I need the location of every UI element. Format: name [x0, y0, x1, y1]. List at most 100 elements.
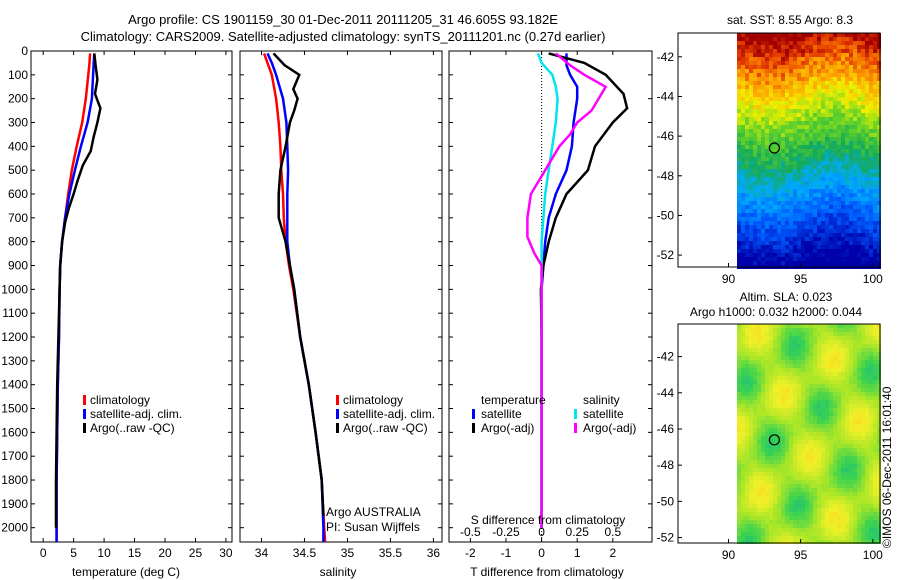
map-cell [801, 169, 805, 173]
map-cell [829, 225, 833, 229]
map-cell [825, 241, 829, 245]
map-cell [849, 117, 853, 121]
diff-legend-label-4: Argo(-adj) [583, 421, 636, 435]
map-cell [737, 253, 741, 257]
map-cell [777, 476, 781, 480]
map-cell [785, 41, 789, 45]
map-cell [757, 57, 761, 61]
map-cell [745, 113, 749, 117]
y-tick-label: 1000 [1, 282, 28, 296]
map-cell [849, 432, 853, 436]
map-cell [757, 448, 761, 452]
map-cell [785, 368, 789, 372]
map-cell [877, 125, 881, 129]
map-cell [817, 81, 821, 85]
map-cell [841, 137, 845, 141]
map-cell [749, 133, 753, 137]
map-cell [781, 440, 785, 444]
map-cell [805, 233, 809, 237]
map-cell [785, 484, 789, 488]
map-cell [745, 89, 749, 93]
map-cell [741, 428, 745, 432]
map-cell [809, 125, 813, 129]
map-cell [809, 536, 813, 540]
map-cell [769, 420, 773, 424]
map-cell [765, 241, 769, 245]
map-cell [741, 201, 745, 205]
map-cell [865, 57, 869, 61]
map-cell [777, 225, 781, 229]
map-cell [749, 364, 753, 368]
map-cell [805, 181, 809, 185]
map-cell [757, 137, 761, 141]
map-cell [773, 536, 777, 540]
map-cell [789, 181, 793, 185]
map-cell [841, 241, 845, 245]
map-cell [749, 536, 753, 540]
map-cell [825, 237, 829, 241]
map-cell [833, 408, 837, 412]
map-cell [841, 380, 845, 384]
map-cell [845, 356, 849, 360]
map-cell [861, 145, 865, 149]
map-cell [869, 49, 873, 53]
map-cell [829, 504, 833, 508]
map-cell [773, 364, 777, 368]
map-cell [737, 121, 741, 125]
map-cell [861, 348, 865, 352]
map-cell [757, 468, 761, 472]
map-cell [781, 464, 785, 468]
map-cell [873, 117, 877, 121]
map-cell [801, 356, 805, 360]
map-cell [797, 137, 801, 141]
map-cell [757, 348, 761, 352]
map-cell [817, 500, 821, 504]
map-cell [817, 61, 821, 65]
map-cell [773, 257, 777, 261]
map-cell [789, 504, 793, 508]
map-cell [873, 105, 877, 109]
map-cell [805, 344, 809, 348]
map-cell [837, 348, 841, 352]
map-cell [757, 344, 761, 348]
map-cell [833, 476, 837, 480]
map-cell [825, 504, 829, 508]
map-cell [757, 376, 761, 380]
map-cell [813, 484, 817, 488]
map-cell [877, 384, 881, 388]
map-cell [749, 344, 753, 348]
map-cell [781, 520, 785, 524]
map-cell [737, 324, 741, 328]
map-cell [809, 500, 813, 504]
map-cell [829, 161, 833, 165]
map-cell [793, 344, 797, 348]
map-cell [773, 464, 777, 468]
map-cell [745, 129, 749, 133]
map-cell [753, 336, 757, 340]
map-cell [757, 125, 761, 129]
map-cell [861, 249, 865, 253]
map-cell [861, 504, 865, 508]
map-cell [837, 428, 841, 432]
map-cell [737, 137, 741, 141]
map-cell [877, 257, 881, 261]
map-cell [809, 504, 813, 508]
map-cell [845, 352, 849, 356]
map-cell [769, 45, 773, 49]
map-cell [769, 81, 773, 85]
map-cell [745, 57, 749, 61]
map-cell [781, 460, 785, 464]
map-cell [849, 105, 853, 109]
map-cell [761, 356, 765, 360]
map-cell [789, 488, 793, 492]
map-cell [785, 420, 789, 424]
map-cell [749, 141, 753, 145]
map-cell [761, 440, 765, 444]
map-cell [765, 524, 769, 528]
map-cell [769, 508, 773, 512]
series-line [54, 53, 102, 528]
map-cell [789, 536, 793, 540]
map-cell [777, 33, 781, 37]
map-cell [789, 45, 793, 49]
map-cell [813, 404, 817, 408]
